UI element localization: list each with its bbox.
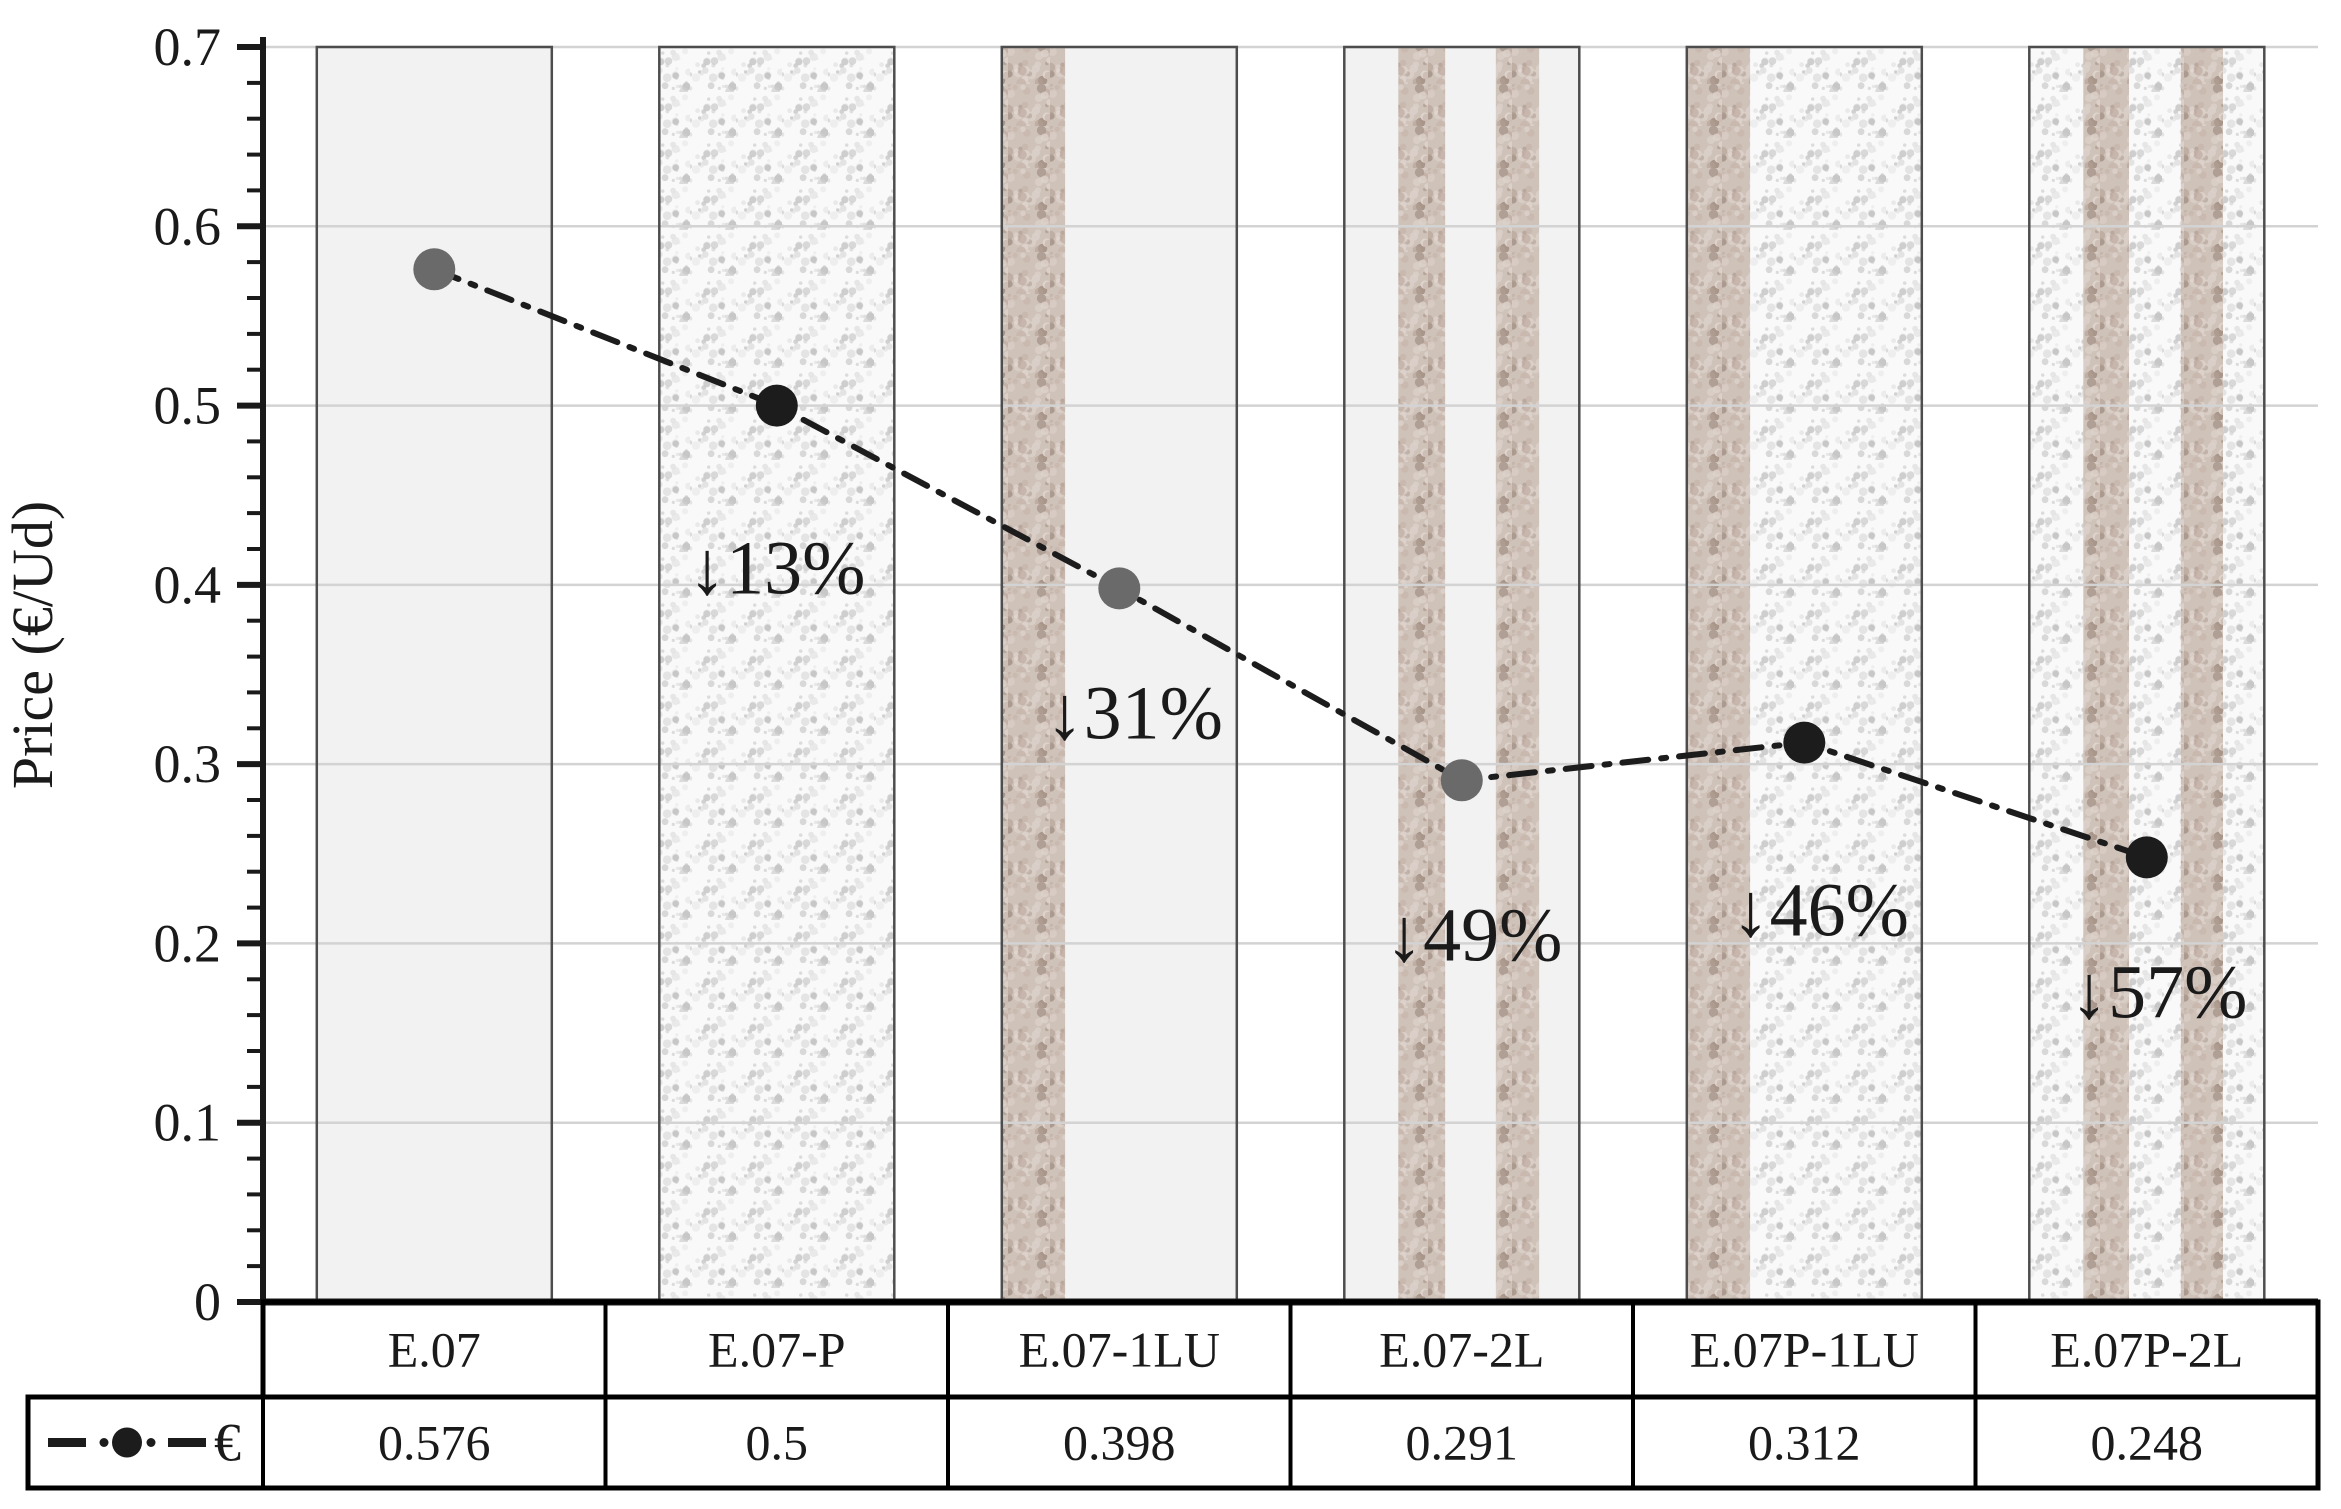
bar-segment-speckle [1750, 47, 1922, 1302]
bar-segment-plain [1539, 47, 1580, 1302]
value-row [25, 1394, 2321, 1491]
value-label: 0.248 [2091, 1415, 2204, 1471]
bar-segment-brown [1001, 47, 1066, 1302]
y-tick-label: 0.1 [154, 1093, 222, 1153]
y-tick-label: 0.3 [154, 734, 222, 794]
value-label: 0.576 [378, 1415, 491, 1471]
percent-annotations: ↓13% ↓31% ↓49% ↓46% ↓57% [688, 527, 2247, 1035]
bar-segment-speckle [2129, 47, 2181, 1302]
y-tick-label: 0.4 [154, 555, 222, 615]
category-label: E.07P-2L [2050, 1322, 2243, 1378]
data-point-marker [1440, 759, 1483, 802]
data-point-marker [755, 384, 798, 427]
data-point-markers [413, 248, 2168, 879]
y-tick-label: 0 [194, 1272, 221, 1332]
category-label: E.07-1LU [1019, 1322, 1220, 1378]
background-bars [316, 47, 2265, 1302]
percent-drop-annotation: ↓57% [2070, 950, 2247, 1034]
price-line [431, 266, 2150, 861]
data-point-marker [1098, 567, 1141, 610]
legend-marker-icon [112, 1427, 142, 1458]
y-tick-label: 0.5 [154, 376, 222, 436]
bar-segment-brown [2180, 47, 2224, 1302]
gridlines [263, 45, 2318, 1124]
value-label: 0.398 [1063, 1415, 1176, 1471]
data-table: E.07 E.07-P E.07-1LU E.07-2L E.07P-1LU E.07P-… [25, 1298, 2321, 1491]
category-label: E.07 [388, 1322, 481, 1378]
bar-segment-speckle [2029, 47, 2084, 1302]
bar-segment-plain [316, 47, 552, 1302]
bar-segment-brown [2083, 47, 2130, 1302]
bar-segment-plain [1445, 47, 1496, 1302]
y-axis-title: Price (€/Ud) [0, 501, 65, 789]
y-tick-label: 0.2 [154, 913, 222, 973]
percent-drop-annotation: ↓49% [1385, 893, 1562, 977]
bar-segment-plain [1344, 47, 1399, 1302]
category-label: E.07-2L [1379, 1322, 1544, 1378]
category-label: E.07-P [708, 1322, 846, 1378]
price-line-series [431, 266, 2150, 861]
legend-dot-icon [146, 1438, 156, 1447]
percent-drop-annotation: ↓46% [1732, 869, 1909, 953]
y-tick-label: 0.6 [154, 196, 222, 256]
bar-borders [315, 45, 2266, 1304]
y-tick-label: 0.7 [154, 17, 222, 77]
bar-segment-speckle [659, 47, 895, 1302]
legend-key: € [48, 1413, 241, 1473]
bar-segment-speckle [2223, 47, 2265, 1302]
legend-dot-icon [99, 1438, 109, 1447]
percent-drop-annotation: ↓31% [1046, 671, 1223, 755]
data-point-marker [2125, 836, 2168, 879]
bar-segment-brown [1686, 47, 1751, 1302]
value-label: 0.312 [1748, 1415, 1861, 1471]
value-label: 0.5 [746, 1415, 809, 1471]
value-label: 0.291 [1406, 1415, 1519, 1471]
bar-segment-brown [1398, 47, 1446, 1302]
percent-drop-annotation: ↓13% [688, 527, 865, 611]
legend-series-label: € [214, 1413, 241, 1473]
bar-segment-brown [1495, 47, 1540, 1302]
data-point-marker [413, 248, 456, 291]
data-point-marker [1783, 721, 1826, 764]
y-axis: 0.7 0.6 0.5 0.4 0.3 0.2 0.1 0 [154, 17, 266, 1332]
category-label: E.07P-1LU [1690, 1322, 1919, 1378]
bar-segment-plain [1065, 47, 1237, 1302]
